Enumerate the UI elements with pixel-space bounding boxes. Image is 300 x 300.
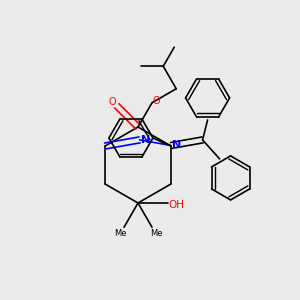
Text: N: N — [172, 140, 182, 151]
Text: OH: OH — [168, 200, 184, 210]
Text: Me: Me — [150, 229, 162, 238]
Text: N: N — [141, 135, 150, 145]
Text: Me: Me — [114, 229, 126, 238]
Text: O: O — [152, 96, 160, 106]
Text: O: O — [109, 97, 117, 107]
